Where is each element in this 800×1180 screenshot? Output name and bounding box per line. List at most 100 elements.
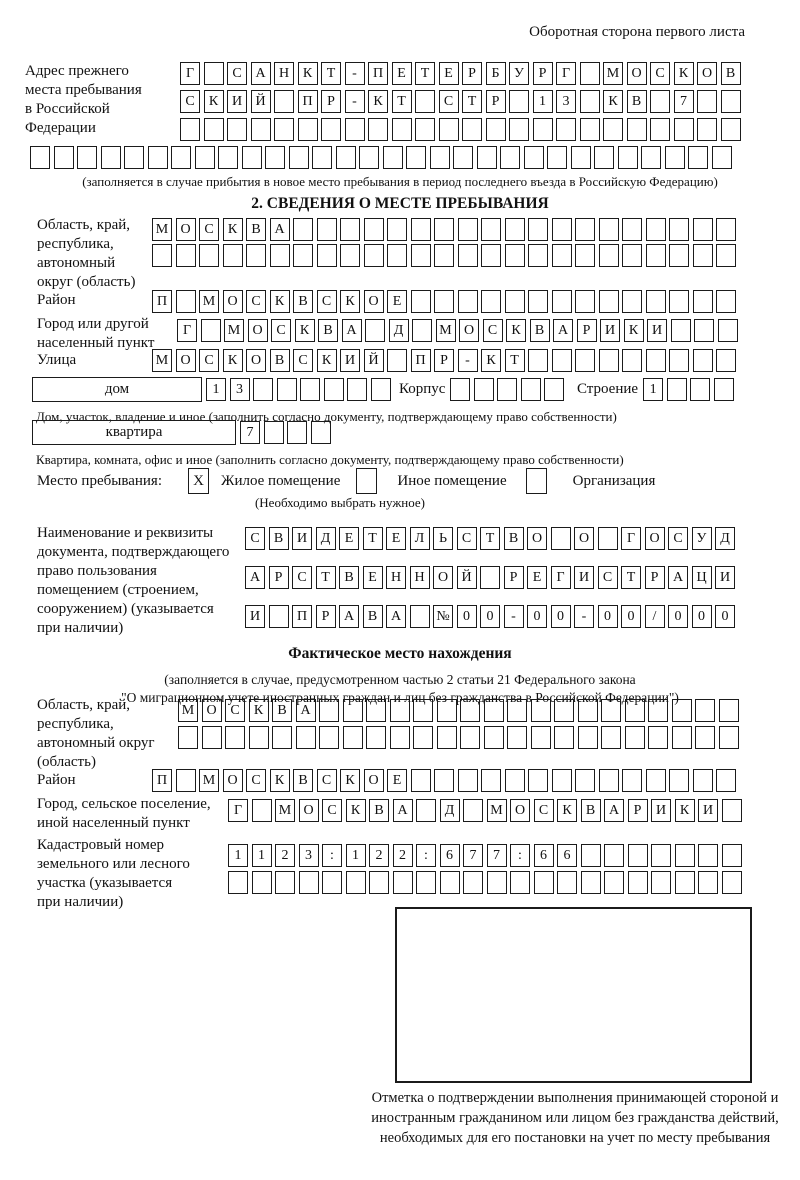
char-cell[interactable]: Н xyxy=(274,62,294,85)
char-cell[interactable] xyxy=(554,726,574,749)
char-cell[interactable] xyxy=(434,218,454,241)
char-cell[interactable] xyxy=(389,726,410,749)
char-cell[interactable] xyxy=(504,218,525,241)
char-cell[interactable] xyxy=(674,844,695,867)
char-cell[interactable] xyxy=(225,726,245,749)
char-cell[interactable] xyxy=(626,118,647,141)
char-cell[interactable] xyxy=(598,290,619,313)
char-cell[interactable]: А xyxy=(269,218,290,241)
char-cell[interactable]: Р xyxy=(485,90,506,113)
char-cell[interactable] xyxy=(203,118,224,141)
char-cell[interactable] xyxy=(227,118,247,141)
char-cell[interactable]: Р xyxy=(627,799,648,822)
char-cell[interactable] xyxy=(457,769,478,792)
char-cell[interactable] xyxy=(557,871,577,894)
char-cell[interactable]: М xyxy=(486,799,507,822)
char-cell[interactable]: С xyxy=(438,90,459,113)
char-cell[interactable] xyxy=(528,290,548,313)
char-cell[interactable]: В xyxy=(580,799,601,822)
char-cell[interactable]: 7 xyxy=(240,421,260,444)
char-cell[interactable] xyxy=(579,62,600,85)
char-cell[interactable]: Р xyxy=(644,566,665,589)
char-cell[interactable] xyxy=(275,871,295,894)
char-cell[interactable]: И xyxy=(651,799,671,822)
char-cell[interactable]: В xyxy=(269,349,290,372)
char-cell[interactable] xyxy=(201,726,222,749)
char-cell[interactable]: Е xyxy=(339,527,359,550)
char-cell[interactable] xyxy=(530,699,551,722)
char-cell[interactable] xyxy=(175,290,196,313)
char-cell[interactable] xyxy=(507,726,527,749)
char-cell[interactable]: С xyxy=(199,218,219,241)
char-cell[interactable] xyxy=(551,769,572,792)
char-cell[interactable]: 1 xyxy=(228,844,248,867)
char-cell[interactable] xyxy=(480,566,500,589)
char-cell[interactable]: С xyxy=(245,527,265,550)
char-cell[interactable] xyxy=(265,146,285,169)
char-cell[interactable]: Г xyxy=(621,527,641,550)
char-cell[interactable] xyxy=(434,769,454,792)
char-cell[interactable]: Р xyxy=(503,566,524,589)
char-cell[interactable]: - xyxy=(344,90,365,113)
char-cell[interactable] xyxy=(650,90,670,113)
char-cell[interactable] xyxy=(528,244,548,267)
char-cell[interactable]: Ц xyxy=(691,566,712,589)
char-cell[interactable] xyxy=(413,726,433,749)
char-cell[interactable] xyxy=(669,769,689,792)
char-cell[interactable] xyxy=(319,699,339,722)
char-cell[interactable] xyxy=(460,726,480,749)
char-cell[interactable]: Г xyxy=(180,62,200,85)
char-cell[interactable] xyxy=(528,218,548,241)
char-cell[interactable] xyxy=(627,871,648,894)
char-cell[interactable]: Н xyxy=(386,566,406,589)
char-cell[interactable] xyxy=(692,290,713,313)
char-cell[interactable]: К xyxy=(297,62,318,85)
char-cell[interactable] xyxy=(556,118,576,141)
char-cell[interactable] xyxy=(253,378,273,401)
char-cell[interactable]: В xyxy=(272,699,292,722)
char-cell[interactable]: Г xyxy=(228,799,248,822)
char-cell[interactable]: К xyxy=(368,90,388,113)
char-cell[interactable] xyxy=(293,218,313,241)
char-cell[interactable]: П xyxy=(297,90,318,113)
char-cell[interactable]: : xyxy=(510,844,530,867)
char-cell[interactable] xyxy=(439,871,460,894)
char-cell[interactable] xyxy=(335,146,356,169)
char-cell[interactable] xyxy=(550,527,571,550)
char-cell[interactable]: 1 xyxy=(251,844,272,867)
char-cell[interactable] xyxy=(321,118,341,141)
char-cell[interactable]: С xyxy=(246,290,266,313)
char-cell[interactable] xyxy=(698,871,718,894)
char-cell[interactable] xyxy=(645,290,666,313)
char-cell[interactable] xyxy=(180,118,200,141)
char-cell[interactable] xyxy=(575,769,595,792)
char-cell[interactable] xyxy=(369,871,389,894)
char-cell[interactable]: М xyxy=(224,319,244,342)
char-cell[interactable]: 0 xyxy=(691,605,712,628)
char-cell[interactable]: К xyxy=(506,319,526,342)
char-cell[interactable] xyxy=(415,118,435,141)
char-cell[interactable] xyxy=(483,699,504,722)
char-cell[interactable]: П xyxy=(152,769,172,792)
char-cell[interactable]: Й xyxy=(456,566,477,589)
char-cell[interactable]: 0 xyxy=(527,605,547,628)
char-cell[interactable] xyxy=(673,118,694,141)
char-cell[interactable] xyxy=(269,244,290,267)
char-cell[interactable] xyxy=(200,319,221,342)
char-cell[interactable] xyxy=(528,349,548,372)
char-cell[interactable]: М xyxy=(603,62,623,85)
char-cell[interactable]: Д xyxy=(439,799,460,822)
char-cell[interactable]: С xyxy=(227,62,247,85)
char-cell[interactable]: К xyxy=(623,319,644,342)
char-cell[interactable] xyxy=(577,726,598,749)
char-cell[interactable] xyxy=(457,218,478,241)
char-cell[interactable]: 3 xyxy=(298,844,319,867)
char-cell[interactable]: К xyxy=(345,799,366,822)
char-cell[interactable]: 7 xyxy=(673,90,694,113)
char-cell[interactable]: В xyxy=(246,218,266,241)
char-cell[interactable] xyxy=(434,244,454,267)
char-cell[interactable] xyxy=(551,349,572,372)
char-cell[interactable]: И xyxy=(574,566,594,589)
char-cell[interactable]: - xyxy=(503,605,524,628)
residential-checkbox[interactable]: X xyxy=(188,468,209,494)
